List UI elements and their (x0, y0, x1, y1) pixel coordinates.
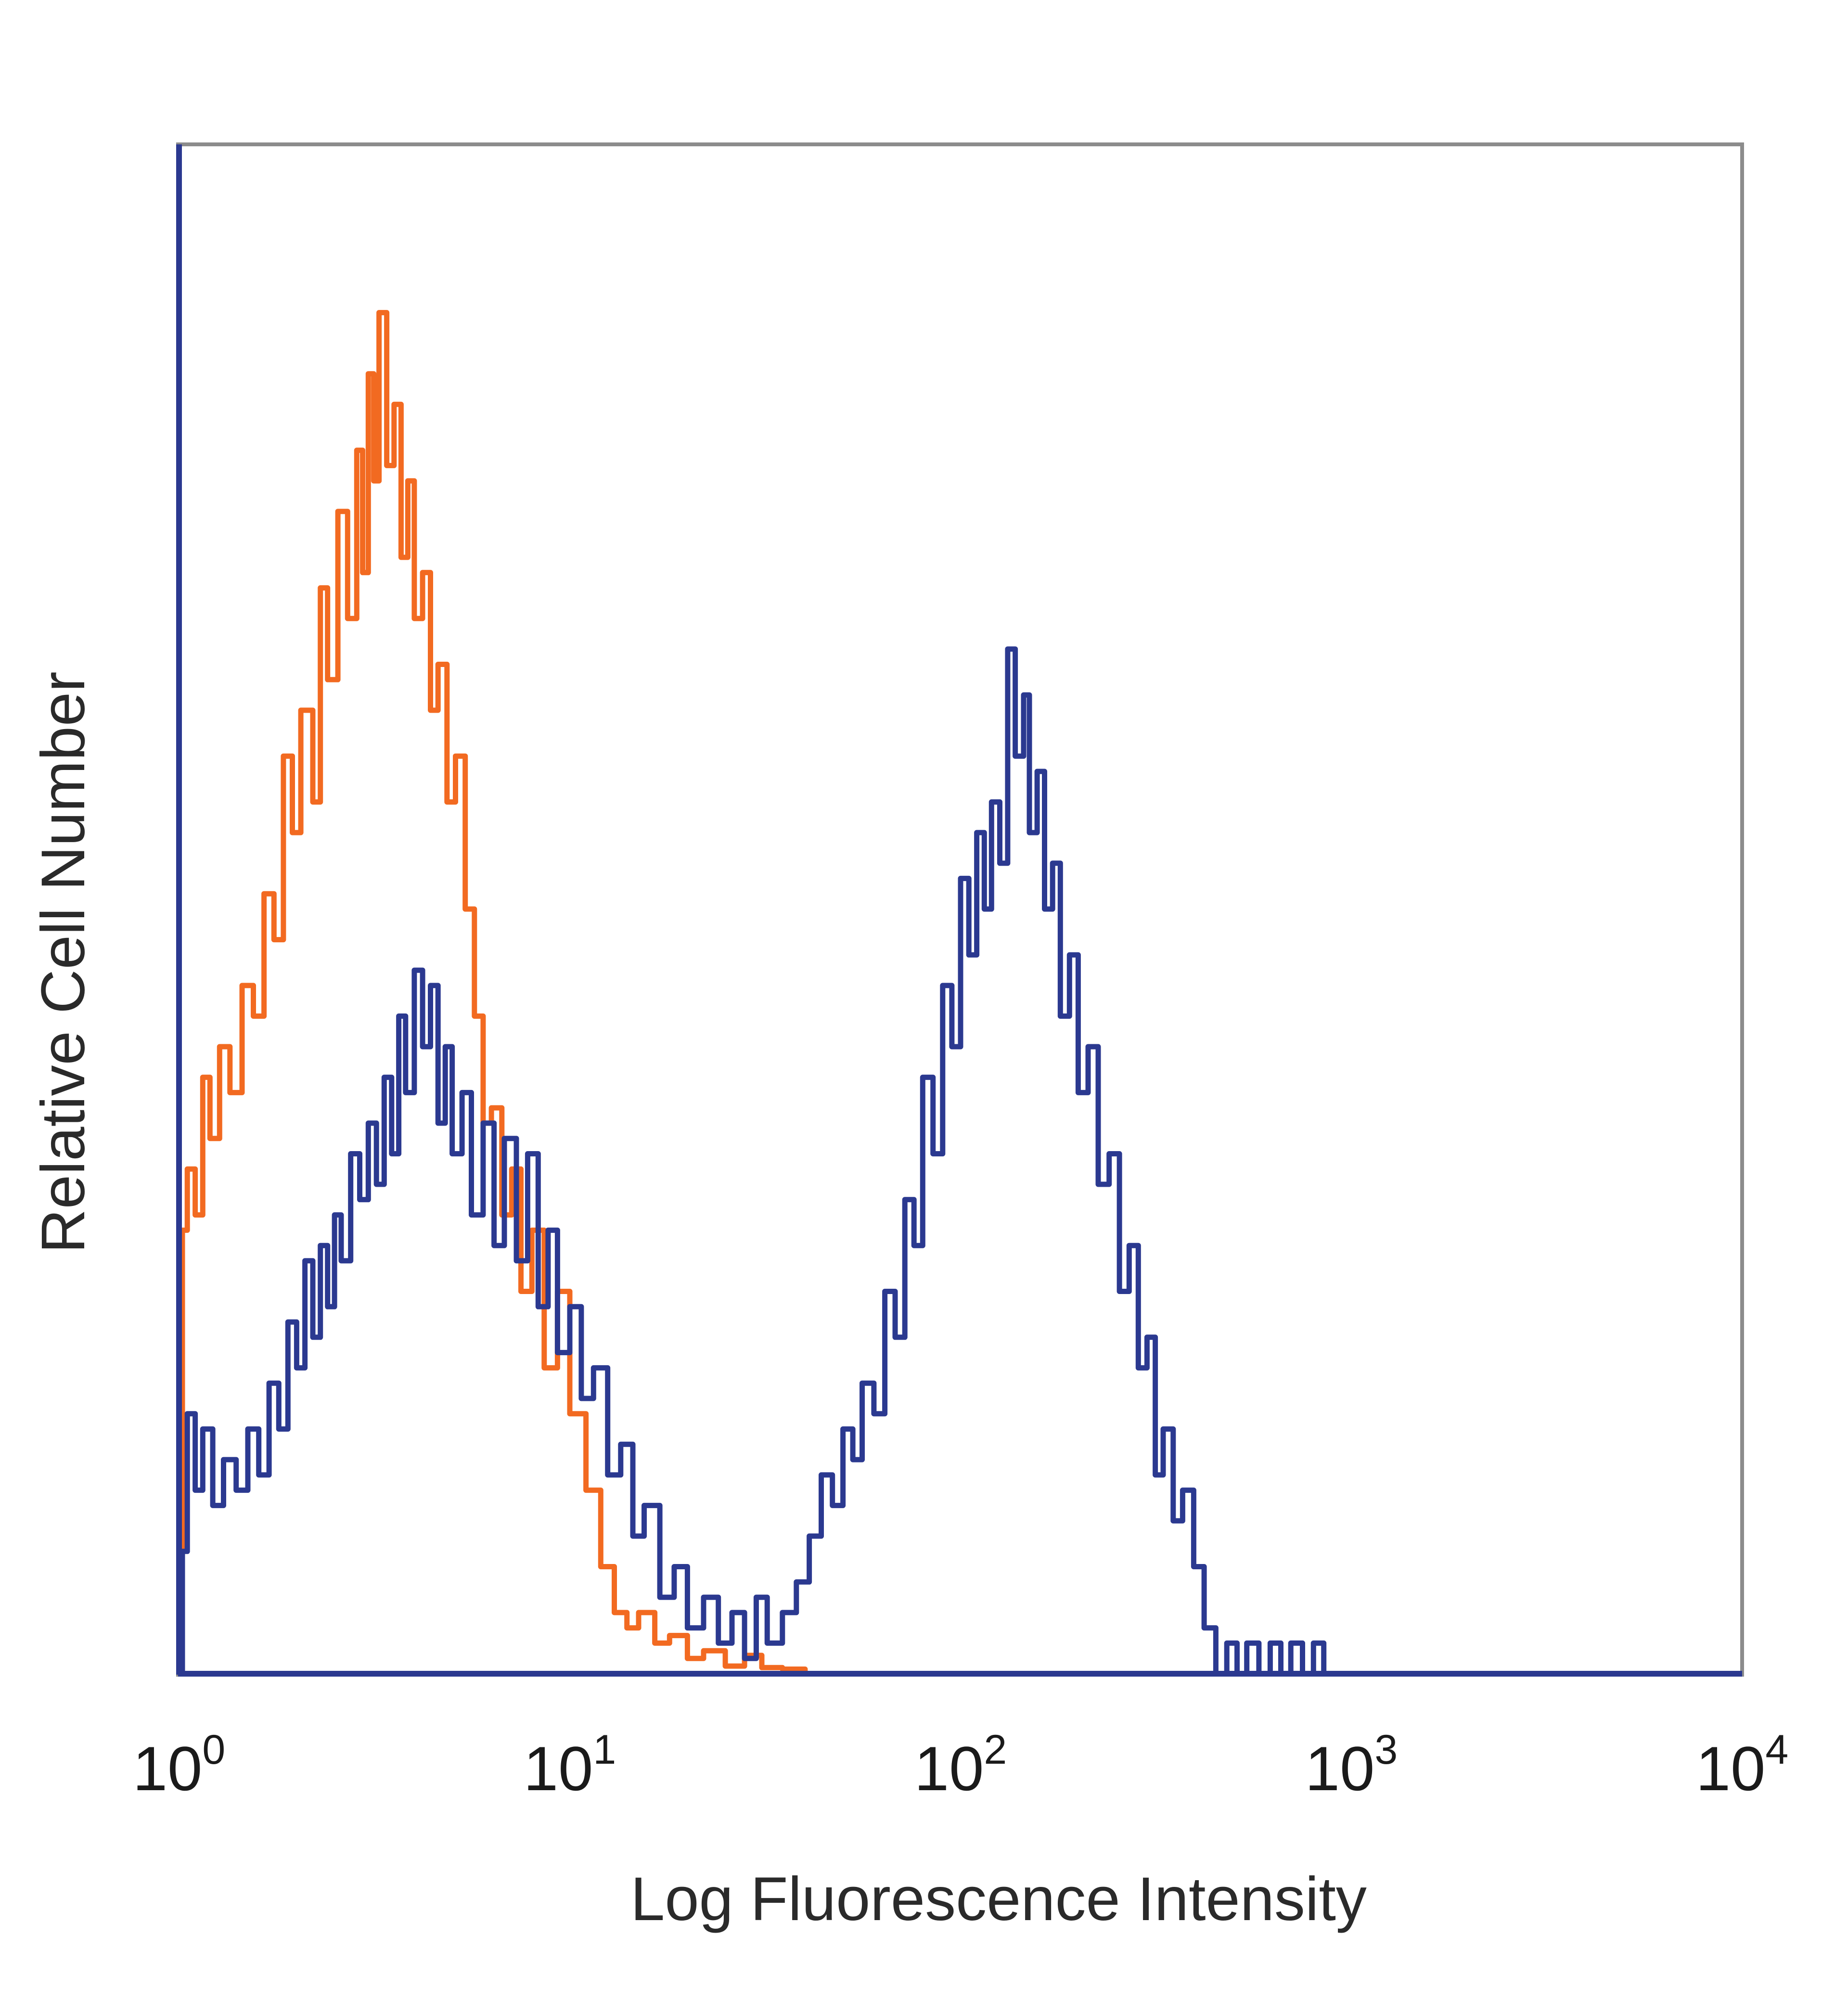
series-line-orange (180, 310, 1196, 1677)
x-axis-label: Log Fluorescence Intensity (630, 1865, 1367, 1934)
x-tick-label: 104 (1696, 1727, 1788, 1804)
x-tick-base: 10 (133, 1733, 203, 1804)
x-tick-exponent: 3 (1374, 1727, 1398, 1773)
x-tick-label: 102 (914, 1727, 1007, 1804)
x-tick-base: 10 (1696, 1733, 1766, 1804)
x-tick-base: 10 (1305, 1733, 1375, 1804)
x-tick-exponent: 2 (984, 1727, 1007, 1773)
x-tick-base: 10 (914, 1733, 984, 1804)
x-tick-label: 103 (1305, 1727, 1398, 1804)
x-tick-labels: 100 101 102 103 104 (133, 1727, 1788, 1804)
series-layer (180, 310, 1742, 1677)
x-tick-label: 100 (133, 1727, 225, 1804)
x-tick-exponent: 0 (202, 1727, 225, 1773)
y-axis-label: Relative Cell Number (29, 671, 98, 1253)
x-tick-label: 101 (524, 1727, 616, 1804)
x-tick-exponent: 4 (1765, 1727, 1788, 1773)
series-line-blue (180, 646, 1742, 1677)
x-tick-base: 10 (524, 1733, 593, 1804)
x-tick-exponent: 1 (593, 1727, 616, 1773)
